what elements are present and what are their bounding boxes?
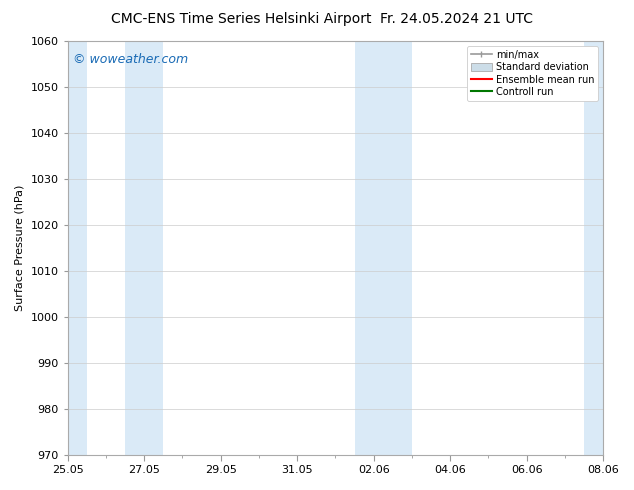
Text: Fr. 24.05.2024 21 UTC: Fr. 24.05.2024 21 UTC — [380, 12, 533, 26]
Legend: min/max, Standard deviation, Ensemble mean run, Controll run: min/max, Standard deviation, Ensemble me… — [467, 46, 598, 101]
Text: © woweather.com: © woweather.com — [73, 53, 188, 67]
Y-axis label: Surface Pressure (hPa): Surface Pressure (hPa) — [15, 185, 25, 311]
Text: CMC-ENS Time Series Helsinki Airport: CMC-ENS Time Series Helsinki Airport — [111, 12, 371, 26]
Bar — [68, 41, 87, 455]
Bar — [354, 41, 412, 455]
Bar — [584, 41, 603, 455]
Bar — [125, 41, 164, 455]
